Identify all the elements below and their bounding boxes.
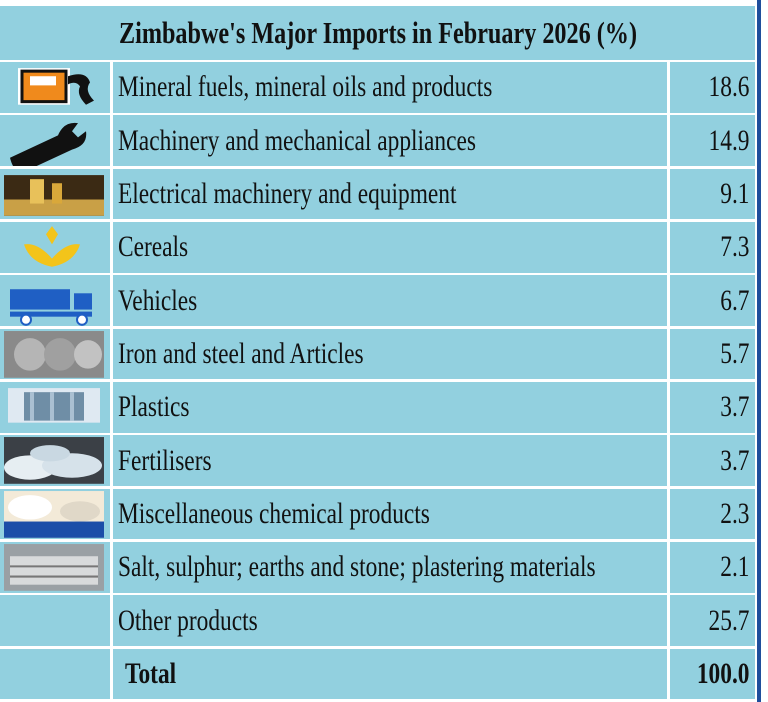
share-value: 3.7 [719,443,749,477]
value-cell: 14.9 [670,115,755,167]
share-value: 100.0 [696,657,749,691]
value-cell: 9.1 [670,168,755,220]
name-cell: Vehicles [113,275,667,327]
name-cell: Plastics [113,382,667,433]
icon-cell [0,382,110,433]
icon-cell [0,435,110,487]
right-border [757,0,761,702]
icon-cell [0,168,110,220]
product-icon [4,544,104,591]
value-cell: 7.3 [670,222,755,273]
product-name: Fertilisers [118,443,212,477]
share-value: 3.7 [719,390,749,424]
share-value: 7.3 [719,230,749,264]
product-name: Salt, sulphur; earths and stone; plaster… [118,550,596,584]
icon-cell [0,328,110,380]
value-cell: 3.7 [670,435,755,487]
product-icon [4,330,104,378]
share-value: 25.7 [708,603,749,637]
value-cell: 3.7 [670,382,755,433]
value-cell: 2.3 [670,488,755,540]
name-cell: Salt, sulphur; earths and stone; plaster… [113,542,667,593]
value-cell: 2.1 [670,542,755,593]
product-icon [8,388,100,423]
product-icon [24,226,80,267]
share-value: 18.6 [708,70,749,104]
value-cell: 25.7 [670,595,755,647]
product-name: Mineral fuels, mineral oils and products [118,70,493,104]
share-value: 2.1 [719,550,749,584]
product-name: Vehicles [118,283,198,317]
name-cell: Electrical machinery and equipment [113,168,667,220]
value-cell: 100.0 [670,648,755,700]
name-cell: Cereals [113,222,667,273]
value-cell: 5.7 [670,328,755,380]
icon-cell [0,488,110,540]
icon-cell [0,62,110,113]
product-icon [10,123,87,167]
product-name: Cereals [118,230,189,264]
icon-cell [0,595,110,647]
product-name: Total [125,657,177,691]
name-cell: Fertilisers [113,435,667,487]
icon-cell [0,115,110,167]
product-name: Miscellaneous chemical products [118,497,430,531]
product-name: Plastics [118,390,190,424]
product-name: Machinery and mechanical appliances [118,123,476,157]
share-value: 5.7 [719,337,749,371]
share-value: 2.3 [719,497,749,531]
product-icon [10,289,92,327]
share-value: 14.9 [708,123,749,157]
name-cell: Mineral fuels, mineral oils and products [113,62,667,113]
value-cell: 18.6 [670,62,755,113]
product-icon [18,68,94,105]
share-value: 6.7 [719,283,749,317]
icon-cell [0,275,110,327]
value-cell: 6.7 [670,275,755,327]
name-cell: Miscellaneous chemical products [113,488,667,540]
table-title: Zimbabwe's Major Imports in February 202… [118,15,637,50]
product-icon [4,174,104,216]
title-cell: Zimbabwe's Major Imports in February 202… [0,6,755,60]
icon-cell [0,648,110,700]
product-name: Iron and steel and Articles [118,337,364,371]
name-cell: Other products [113,595,667,647]
name-cell: Machinery and mechanical appliances [113,115,667,167]
product-name: Other products [118,603,258,637]
product-name: Electrical machinery and equipment [118,177,457,211]
icon-cell [0,542,110,593]
name-cell: Total [113,648,667,700]
product-icon [4,490,104,538]
product-icon [4,437,104,485]
name-cell: Iron and steel and Articles [113,328,667,380]
icon-cell [0,222,110,273]
share-value: 9.1 [719,177,749,211]
